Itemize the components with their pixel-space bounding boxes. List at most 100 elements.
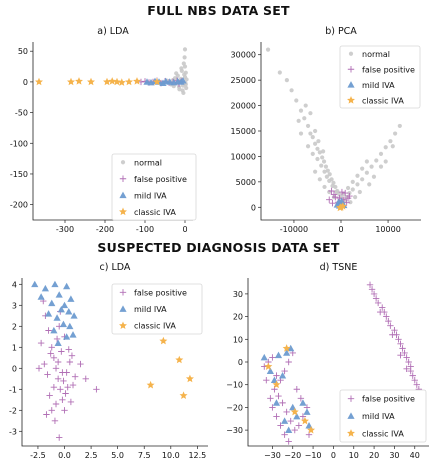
data-point [273,372,280,379]
data-point [184,85,189,91]
data-point [391,327,398,334]
axis-spines [260,42,421,221]
data-point [305,144,311,149]
section-title-full-nbs: FULL NBS DATA SET [147,3,290,18]
legend-frame [111,283,203,335]
data-point [369,164,374,169]
data-point [31,280,39,288]
data-point [328,187,335,195]
x-tick-label: 10 [349,451,359,460]
data-point [54,375,62,382]
data-point [337,197,346,205]
data-point [44,310,53,317]
data-point [360,177,365,182]
data-point [48,344,55,351]
data-point [350,187,355,192]
data-point [298,131,304,136]
legend-label: normal [134,158,162,167]
data-point [55,291,63,298]
data-point [299,413,307,420]
y-tick-label: 5000 [236,178,256,187]
data-point [70,312,78,319]
data-point [177,87,182,92]
data-point [393,131,398,136]
data-point [374,299,382,307]
data-point [181,61,186,66]
y-tick-label: 0 [23,78,28,87]
legend-marker [347,395,355,402]
data-point [175,355,184,364]
y-tick-label: 15000 [231,127,256,136]
legend-marker [119,289,127,296]
legend-frame [339,389,427,443]
data-point [405,358,412,366]
data-point [350,179,355,184]
data-point [397,123,402,129]
legend-marker [119,305,127,312]
data-point [293,412,301,420]
data-point [336,203,345,212]
data-point [69,331,77,338]
x-tick-label: -100 [136,225,154,234]
y-tick-label: 20000 [231,102,256,111]
axis-spines [247,278,429,447]
data-point [322,169,327,174]
data-point [69,381,77,389]
y-tick-label: 0 [12,364,17,373]
data-point [125,77,133,86]
data-point [93,386,100,393]
chart-panel-a-lda: a) LDA -300 -200 -100 0 50 0 -50 -100 -150 -200 nor… [10,26,197,234]
data-point [302,116,307,121]
data-point [58,348,65,355]
data-point [317,177,322,182]
series-normal [160,47,189,96]
data-point [272,380,281,389]
data-point [319,163,324,168]
data-point [274,351,283,359]
data-point [287,344,295,352]
y-tick-label: -50 [15,109,28,118]
legend-marker [347,81,355,88]
data-point [413,381,420,388]
data-point [103,77,111,86]
data-point [368,286,376,293]
legend-label: false positive [362,65,415,74]
data-point [305,123,311,129]
data-point [44,371,51,378]
data-point [66,322,74,330]
x-tick-label: −10 [305,451,322,460]
y-tick-label: -2 [9,406,17,415]
data-point [378,151,384,156]
data-point [407,367,414,375]
series-classic-IVA [35,77,161,86]
legend-label: classic IVA [362,96,404,105]
data-point [48,299,56,307]
legend-label: classic IVA [362,429,404,438]
panel-title: b) PCA [325,26,357,37]
data-point [63,282,71,290]
data-point [403,365,410,373]
data-point [182,47,188,52]
series-classic-IVA [264,344,316,434]
data-point [325,168,330,173]
data-point [291,426,298,434]
data-point [35,365,43,372]
legend-label: mild IVA [362,81,395,90]
legend-label: false positive [134,175,187,184]
data-point [313,169,318,174]
y-tick-label: -100 [10,139,28,148]
x-tick-label: 5.0 [111,451,124,460]
data-point [264,362,273,370]
data-point [321,149,326,154]
data-point [327,189,332,195]
axis-spines [21,278,208,447]
data-point [65,308,73,315]
data-point [374,158,379,163]
x-tick-label: 0.0 [58,451,71,460]
data-point [56,434,63,441]
legend-label: mild IVA [134,191,167,200]
y-tick-label: 25000 [231,76,256,85]
data-point [60,377,67,385]
data-point [50,354,58,361]
legend-marker [119,321,127,330]
